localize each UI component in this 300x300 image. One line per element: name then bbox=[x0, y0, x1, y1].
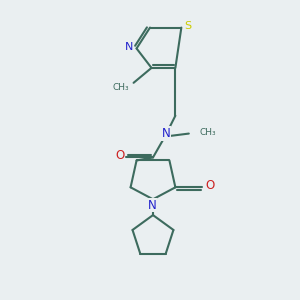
Text: CH₃: CH₃ bbox=[112, 83, 129, 92]
Text: N: N bbox=[125, 42, 133, 52]
Text: S: S bbox=[184, 21, 191, 31]
Text: N: N bbox=[148, 199, 157, 212]
Text: O: O bbox=[116, 149, 125, 163]
Text: N: N bbox=[162, 127, 171, 140]
Text: O: O bbox=[205, 179, 214, 192]
Text: CH₃: CH₃ bbox=[199, 128, 216, 136]
